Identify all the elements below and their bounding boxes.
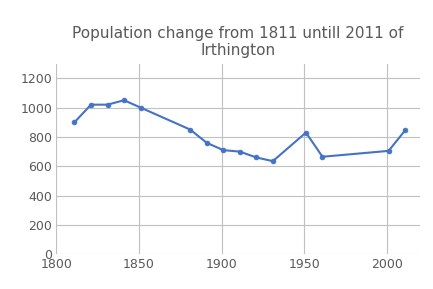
Title: Population change from 1811 untill 2011 of
Irthington: Population change from 1811 untill 2011 …: [72, 26, 404, 58]
